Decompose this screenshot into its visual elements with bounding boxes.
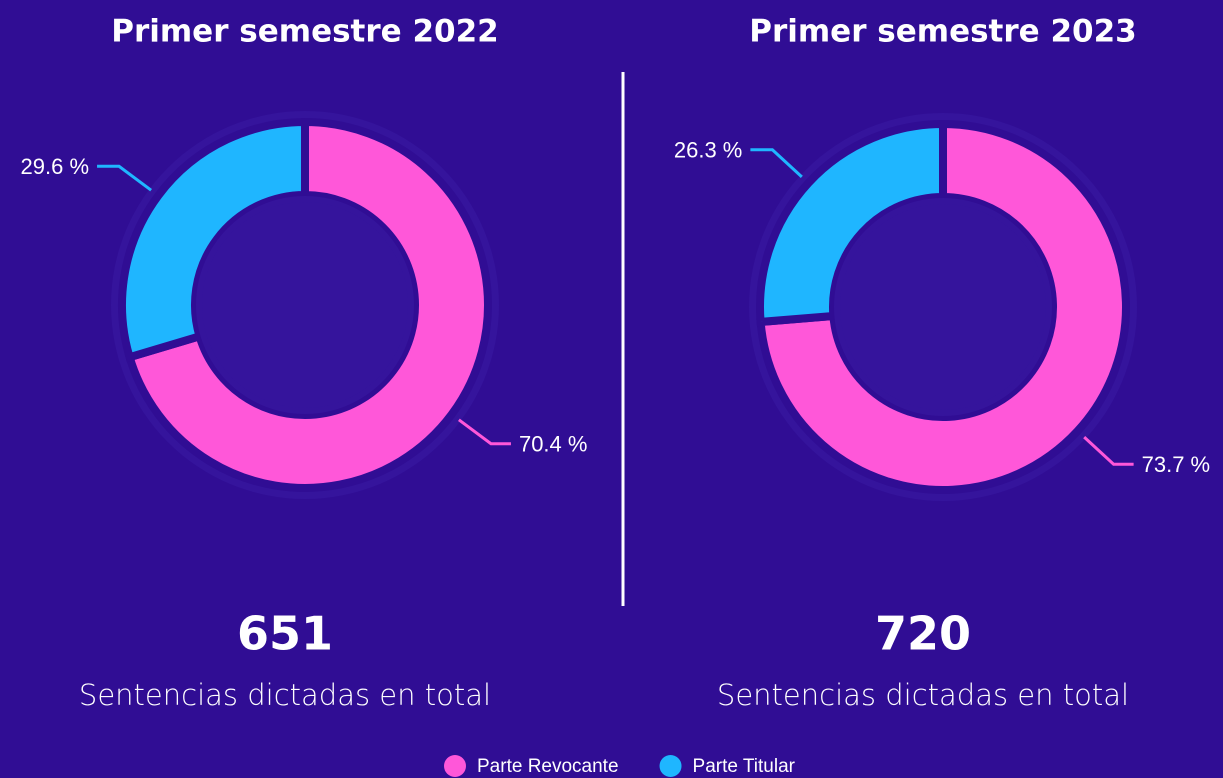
leader-line	[1083, 436, 1134, 466]
total-caption: Sentencias dictadas en total	[79, 678, 491, 712]
legend-label: Parte Titular	[693, 756, 796, 777]
donut-hole-ring	[196, 196, 414, 414]
leader-line	[458, 418, 511, 446]
total-value: 651	[237, 607, 333, 661]
data-label: 73.7 %	[1142, 452, 1211, 477]
leader-line	[97, 164, 152, 192]
data-label: 29.6 %	[21, 154, 90, 179]
leader-line	[750, 148, 803, 178]
donut-segment	[756, 119, 1130, 494]
chart-title: Primer semestre 2023	[749, 14, 1137, 50]
legend-swatch	[444, 755, 466, 777]
donut-segment	[124, 117, 492, 492]
donut-hole-ring	[834, 198, 1052, 416]
total-value: 720	[875, 607, 971, 661]
data-label: 70.4 %	[519, 432, 588, 457]
chart-title: Primer semestre 2022	[111, 14, 499, 50]
donut-segment	[118, 117, 309, 363]
donut-segment	[756, 119, 947, 327]
data-label: 26.3 %	[674, 138, 743, 163]
legend-swatch	[659, 755, 682, 777]
total-caption: Sentencias dictadas en total	[717, 678, 1129, 712]
legend-label: Parte Revocante	[477, 756, 619, 777]
